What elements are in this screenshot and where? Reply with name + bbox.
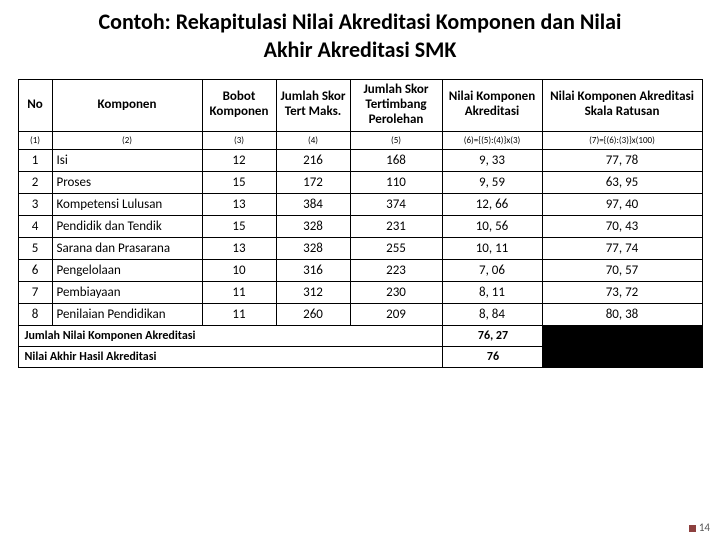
summary-blank-cell xyxy=(542,325,702,346)
col-header-ratus: Nilai Komponen Akreditasi Skala Ratusan xyxy=(542,80,702,132)
akreditasi-table: No Komponen Bobot Komponen Jumlah Skor T… xyxy=(18,79,703,368)
summary-blank-cell xyxy=(542,346,702,367)
cell-peroleh: 209 xyxy=(350,303,442,325)
col-header-nilai: Nilai Komponen Akreditasi xyxy=(442,80,542,132)
summary-row-akhir: Nilai Akhir Hasil Akreditasi 76 xyxy=(18,346,702,367)
cell-no: 5 xyxy=(18,237,52,259)
cell-nilai: 12, 66 xyxy=(442,193,542,215)
cell-ratus: 63, 95 xyxy=(542,171,702,193)
page-number-value: 14 xyxy=(699,521,710,534)
cell-ratus: 80, 38 xyxy=(542,303,702,325)
table-row: 3Kompetensi Lulusan1338437412, 6697, 40 xyxy=(18,193,702,215)
cell-bobot: 13 xyxy=(202,193,276,215)
col-header-no: No xyxy=(18,80,52,132)
col-header-peroleh: Jumlah Skor Tertimbang Perolehan xyxy=(350,80,442,132)
cell-maks: 312 xyxy=(276,281,350,303)
cell-komponen: Sarana dan Prasarana xyxy=(52,237,202,259)
subhead-5: (5) xyxy=(350,131,442,149)
cell-komponen: Isi xyxy=(52,149,202,171)
subhead-3: (3) xyxy=(202,131,276,149)
subhead-6: (6)={(5):(4)}x(3) xyxy=(442,131,542,149)
col-header-maks: Jumlah Skor Tert Maks. xyxy=(276,80,350,132)
summary-akhir-value: 76 xyxy=(442,346,542,367)
cell-peroleh: 231 xyxy=(350,215,442,237)
table-row: 1Isi122161689, 3377, 78 xyxy=(18,149,702,171)
cell-maks: 260 xyxy=(276,303,350,325)
table-row: 5Sarana dan Prasarana1332825510, 1177, 7… xyxy=(18,237,702,259)
col-header-bobot: Bobot Komponen xyxy=(202,80,276,132)
cell-peroleh: 255 xyxy=(350,237,442,259)
subhead-7: (7)={(6):(3)}x(100) xyxy=(542,131,702,149)
title-line-2: Akhir Akreditasi SMK xyxy=(264,36,457,63)
table-row: 2Proses151721109, 5963, 95 xyxy=(18,171,702,193)
col-header-komponen: Komponen xyxy=(52,80,202,132)
cell-ratus: 70, 43 xyxy=(542,215,702,237)
cell-maks: 316 xyxy=(276,259,350,281)
cell-no: 7 xyxy=(18,281,52,303)
cell-bobot: 11 xyxy=(202,281,276,303)
cell-nilai: 8, 84 xyxy=(442,303,542,325)
subhead-4: (4) xyxy=(276,131,350,149)
cell-no: 1 xyxy=(18,149,52,171)
cell-nilai: 10, 11 xyxy=(442,237,542,259)
table-header-row: No Komponen Bobot Komponen Jumlah Skor T… xyxy=(18,80,702,132)
cell-nilai: 8, 11 xyxy=(442,281,542,303)
cell-maks: 216 xyxy=(276,149,350,171)
cell-komponen: Pengelolaan xyxy=(52,259,202,281)
cell-bobot: 10 xyxy=(202,259,276,281)
summary-jumlah-label: Jumlah Nilai Komponen Akreditasi xyxy=(18,325,442,346)
cell-komponen: Kompetensi Lulusan xyxy=(52,193,202,215)
cell-komponen: Pendidik dan Tendik xyxy=(52,215,202,237)
cell-no: 2 xyxy=(18,171,52,193)
cell-ratus: 97, 40 xyxy=(542,193,702,215)
cell-maks: 328 xyxy=(276,237,350,259)
cell-nilai: 9, 59 xyxy=(442,171,542,193)
cell-nilai: 9, 33 xyxy=(442,149,542,171)
cell-maks: 172 xyxy=(276,171,350,193)
cell-ratus: 70, 57 xyxy=(542,259,702,281)
table-row: 4Pendidik dan Tendik1532823110, 5670, 43 xyxy=(18,215,702,237)
subhead-1: (1) xyxy=(18,131,52,149)
cell-bobot: 15 xyxy=(202,171,276,193)
cell-peroleh: 374 xyxy=(350,193,442,215)
cell-no: 6 xyxy=(18,259,52,281)
cell-bobot: 11 xyxy=(202,303,276,325)
cell-komponen: Pembiayaan xyxy=(52,281,202,303)
cell-ratus: 77, 74 xyxy=(542,237,702,259)
summary-jumlah-value: 76, 27 xyxy=(442,325,542,346)
cell-peroleh: 110 xyxy=(350,171,442,193)
cell-nilai: 7, 06 xyxy=(442,259,542,281)
summary-akhir-label: Nilai Akhir Hasil Akreditasi xyxy=(18,346,442,367)
page-number: 14 xyxy=(689,521,710,534)
summary-row-jumlah: Jumlah Nilai Komponen Akreditasi 76, 27 xyxy=(18,325,702,346)
cell-no: 3 xyxy=(18,193,52,215)
subhead-2: (2) xyxy=(52,131,202,149)
cell-ratus: 73, 72 xyxy=(542,281,702,303)
cell-peroleh: 168 xyxy=(350,149,442,171)
cell-komponen: Penilaian Pendidikan xyxy=(52,303,202,325)
cell-peroleh: 230 xyxy=(350,281,442,303)
cell-peroleh: 223 xyxy=(350,259,442,281)
cell-no: 8 xyxy=(18,303,52,325)
title-line-1: Contoh: Rekapitulasi Nilai Akreditasi Ko… xyxy=(99,8,622,35)
cell-bobot: 13 xyxy=(202,237,276,259)
table-row: 7Pembiayaan113122308, 1173, 72 xyxy=(18,281,702,303)
page-number-bullet-icon xyxy=(689,525,696,532)
cell-maks: 384 xyxy=(276,193,350,215)
cell-nilai: 10, 56 xyxy=(442,215,542,237)
table-row: 8Penilaian Pendidikan112602098, 8480, 38 xyxy=(18,303,702,325)
cell-maks: 328 xyxy=(276,215,350,237)
page-title: Contoh: Rekapitulasi Nilai Akreditasi Ko… xyxy=(0,0,720,69)
cell-ratus: 77, 78 xyxy=(542,149,702,171)
cell-no: 4 xyxy=(18,215,52,237)
table-subheader-row: (1) (2) (3) (4) (5) (6)={(5):(4)}x(3) (7… xyxy=(18,131,702,149)
table-row: 6Pengelolaan103162237, 0670, 57 xyxy=(18,259,702,281)
cell-bobot: 12 xyxy=(202,149,276,171)
cell-bobot: 15 xyxy=(202,215,276,237)
cell-komponen: Proses xyxy=(52,171,202,193)
